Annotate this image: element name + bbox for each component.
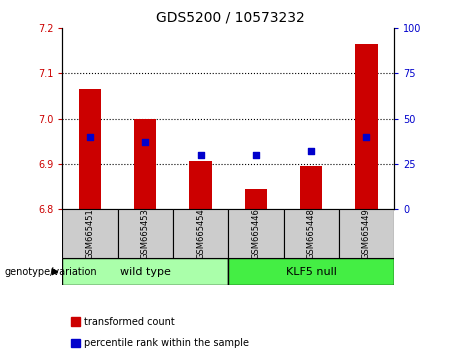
Point [252,152,260,158]
FancyBboxPatch shape [228,258,394,285]
Text: GSM665448: GSM665448 [307,208,316,259]
Text: GSM665446: GSM665446 [251,208,260,259]
FancyBboxPatch shape [284,209,339,258]
Point [197,152,204,158]
FancyBboxPatch shape [62,258,228,285]
Text: KLF5 null: KLF5 null [286,267,337,277]
Bar [300,166,322,209]
Bar [245,189,267,209]
Text: GSM665453: GSM665453 [141,208,150,259]
Text: transformed count: transformed count [84,316,175,326]
Polygon shape [52,269,58,275]
FancyBboxPatch shape [339,209,394,258]
Text: GSM665454: GSM665454 [196,208,205,259]
Text: genotype/variation: genotype/variation [5,267,97,277]
FancyBboxPatch shape [173,209,228,258]
Text: GDS5200 / 10573232: GDS5200 / 10573232 [156,11,305,25]
Bar [355,44,378,209]
FancyBboxPatch shape [62,209,118,258]
Bar [134,119,156,209]
Point [307,148,315,154]
Text: wild type: wild type [120,267,171,277]
Point [86,134,94,139]
Text: percentile rank within the sample: percentile rank within the sample [84,338,249,348]
Text: GSM665449: GSM665449 [362,208,371,259]
FancyBboxPatch shape [118,209,173,258]
Text: GSM665451: GSM665451 [85,208,95,259]
Point [142,139,149,145]
Bar [189,161,212,209]
FancyBboxPatch shape [228,209,284,258]
Bar [79,89,101,209]
Point [363,134,370,139]
